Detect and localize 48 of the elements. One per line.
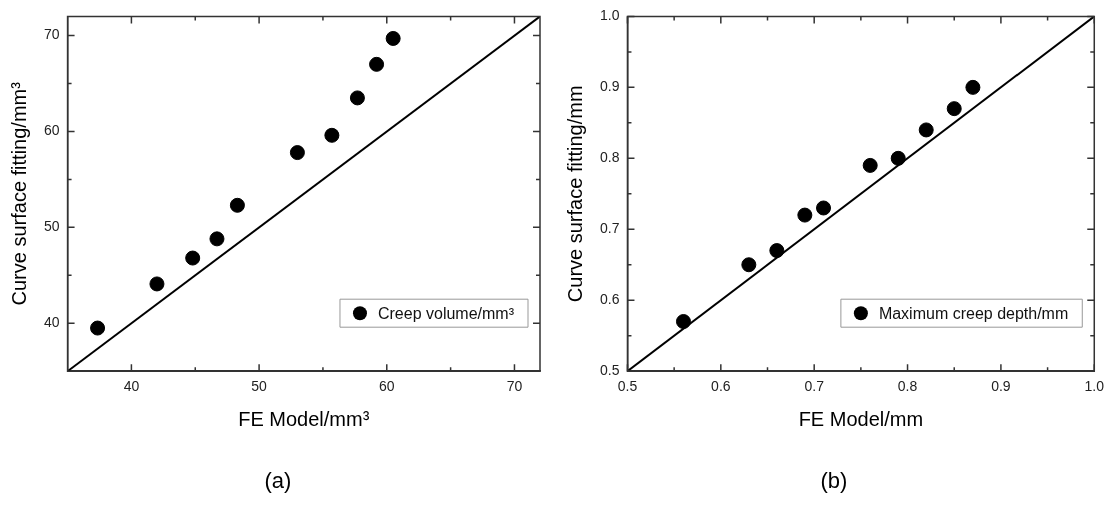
point	[769, 243, 785, 259]
point	[149, 276, 165, 292]
point	[209, 231, 225, 247]
legend-label: Creep volume/mm³	[377, 304, 515, 322]
point	[816, 200, 832, 216]
y-tick-label: 0.5	[599, 362, 620, 379]
x-tick-label: 70	[506, 378, 523, 395]
point	[185, 250, 201, 266]
y-tick-label: 40	[43, 314, 60, 331]
x-tick-label: 0.7	[804, 378, 825, 395]
point	[369, 56, 385, 72]
y-tick-label: 1.0	[599, 7, 620, 24]
y-tick-label: 0.6	[599, 291, 620, 308]
y-tick-label: 0.8	[599, 149, 620, 166]
y-axis-title: Curve surface fitting/mm³	[7, 81, 30, 306]
text: (b)	[819, 468, 849, 494]
point	[918, 122, 934, 138]
x-axis-title: FE Model/mm³	[238, 407, 370, 430]
x-tick-label: 60	[378, 378, 395, 395]
x-tick-label: 40	[123, 378, 140, 395]
text: (a)	[263, 468, 293, 494]
x-tick-label: 50	[251, 378, 268, 395]
point	[862, 157, 878, 173]
point	[90, 320, 106, 336]
point	[385, 30, 401, 46]
y-tick-label: 50	[43, 218, 60, 235]
x-tick-label: 0.6	[711, 378, 731, 395]
x-tick-label: 1.0	[1084, 378, 1105, 395]
y-tick-label: 0.7	[599, 220, 620, 237]
x-tick-label: 0.8	[897, 378, 918, 395]
legend-label: Maximum creep depth/mm	[878, 304, 1069, 322]
point	[349, 90, 365, 106]
point	[741, 257, 757, 273]
y-tick-label: 0.9	[599, 78, 620, 95]
y-axis-title: Curve surface fitting/mm	[563, 85, 586, 303]
point	[965, 79, 981, 95]
x-tick-label: 0.9	[991, 378, 1011, 395]
point	[324, 127, 340, 143]
x-axis-title: FE Model/mm	[798, 407, 924, 430]
point	[289, 145, 305, 161]
point	[946, 101, 962, 117]
y-tick-label: 70	[43, 26, 60, 43]
point	[675, 314, 691, 330]
y-tick-label: 60	[43, 122, 60, 139]
point	[890, 150, 906, 166]
x-tick-label: 0.5	[617, 378, 638, 395]
point	[229, 197, 245, 213]
point	[797, 207, 813, 223]
